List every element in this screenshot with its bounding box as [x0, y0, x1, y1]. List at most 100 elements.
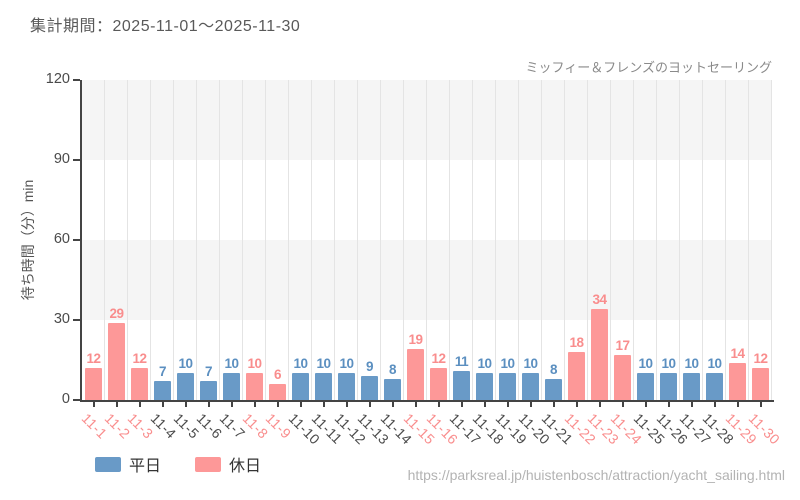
- y-tick-mark: [73, 319, 80, 321]
- bar-value-label: 10: [247, 356, 262, 372]
- bar: [568, 352, 585, 400]
- vertical-gridline: [564, 80, 565, 400]
- x-tick-mark: [115, 402, 118, 407]
- vertical-gridline: [449, 80, 450, 400]
- vertical-gridline: [771, 80, 772, 400]
- bar-value-label: 10: [339, 356, 354, 372]
- vertical-gridline: [127, 80, 128, 400]
- vertical-gridline: [610, 80, 611, 400]
- vertical-gridline: [679, 80, 680, 400]
- bar-value-label: 34: [592, 292, 607, 308]
- bar: [361, 376, 378, 400]
- bar: [131, 368, 148, 400]
- bar-value-label: 10: [477, 356, 492, 372]
- vertical-gridline: [403, 80, 404, 400]
- bar-value-label: 9: [365, 359, 374, 374]
- bar-value-label: 19: [408, 332, 423, 348]
- bar: [706, 373, 723, 400]
- y-tick-label: 0: [61, 391, 70, 407]
- bar: [223, 373, 240, 400]
- vertical-gridline: [334, 80, 335, 400]
- x-tick-mark: [391, 402, 394, 407]
- bar: [85, 368, 102, 400]
- holiday-color-swatch: [195, 456, 222, 472]
- vertical-gridline: [242, 80, 243, 400]
- x-tick-mark: [161, 402, 164, 407]
- bar: [683, 373, 700, 400]
- bar: [269, 384, 286, 400]
- bar-value-label: 7: [158, 364, 167, 380]
- bar: [522, 373, 539, 400]
- x-tick-mark: [483, 402, 486, 407]
- plot-band: [82, 80, 772, 160]
- vertical-gridline: [472, 80, 473, 400]
- legend-label-weekday: 平日: [129, 458, 162, 475]
- bar-value-label: 10: [684, 356, 699, 372]
- bar: [154, 381, 171, 400]
- vertical-gridline: [633, 80, 634, 400]
- bar: [407, 349, 424, 400]
- x-tick-mark: [299, 402, 302, 407]
- bar-value-label: 29: [109, 305, 124, 321]
- vertical-gridline: [196, 80, 197, 400]
- x-tick-mark: [644, 402, 647, 407]
- y-tick-label: 90: [53, 151, 70, 167]
- x-tick-mark: [92, 402, 95, 407]
- bar: [752, 368, 769, 400]
- bar-value-label: 11: [454, 353, 469, 369]
- vertical-gridline: [702, 80, 703, 400]
- x-tick-mark: [667, 402, 670, 407]
- bar-value-label: 18: [569, 335, 584, 350]
- bar: [499, 373, 516, 400]
- vertical-gridline: [725, 80, 726, 400]
- bar: [729, 362, 746, 400]
- vertical-gridline: [265, 80, 266, 400]
- vertical-gridline: [541, 80, 542, 400]
- x-tick-mark: [575, 402, 578, 407]
- chart-title: ミッフィー＆フレンズのヨットセーリング: [525, 60, 772, 75]
- x-tick-mark: [138, 402, 141, 407]
- bar-value-label: 7: [204, 364, 213, 380]
- x-tick-mark: [276, 402, 279, 407]
- vertical-gridline: [380, 80, 381, 400]
- x-tick-mark: [713, 402, 716, 407]
- x-tick-mark: [345, 402, 348, 407]
- x-tick-mark: [414, 402, 417, 407]
- bar: [453, 370, 470, 400]
- vertical-gridline: [426, 80, 427, 400]
- vertical-gridline: [288, 80, 289, 400]
- x-tick-mark: [253, 402, 256, 407]
- vertical-gridline: [495, 80, 496, 400]
- vertical-gridline: [587, 80, 588, 400]
- bar-value-label: 10: [707, 356, 722, 372]
- bar-value-label: 10: [224, 356, 239, 372]
- y-tick-label: 120: [45, 71, 70, 87]
- bar-value-label: 12: [431, 351, 446, 366]
- bar-value-label: 10: [500, 356, 515, 372]
- bar: [338, 373, 355, 400]
- bar-value-label: 10: [661, 356, 676, 372]
- x-tick-mark: [621, 402, 624, 407]
- bar: [200, 381, 217, 400]
- legend-item-holiday: 休日: [195, 452, 261, 476]
- x-tick-mark: [759, 402, 762, 407]
- bar: [246, 373, 263, 400]
- bar-value-label: 10: [638, 356, 653, 372]
- bar-chart-plot-area: 0 30 60 90 120 12 11-1 29 11-2 12 11-3 7 11-4 10 11-5 7…: [46, 71, 784, 448]
- y-tick-mark: [73, 79, 80, 81]
- x-tick-mark: [552, 402, 555, 407]
- bar-value-label: 8: [549, 361, 558, 377]
- vertical-gridline: [656, 80, 657, 400]
- bar-value-label: 12: [753, 351, 768, 366]
- y-tick-label: 60: [53, 231, 70, 247]
- vertical-gridline: [104, 80, 105, 400]
- vertical-gridline: [357, 80, 358, 400]
- legend-label-holiday: 休日: [229, 458, 262, 475]
- source-url: https://parksreal.jp/huistenbosch/attrac…: [407, 467, 785, 483]
- bar: [476, 373, 493, 400]
- bar: [637, 373, 654, 400]
- x-tick-mark: [460, 402, 463, 407]
- vertical-gridline: [173, 80, 174, 400]
- y-tick-mark: [73, 159, 80, 161]
- x-tick-mark: [184, 402, 187, 407]
